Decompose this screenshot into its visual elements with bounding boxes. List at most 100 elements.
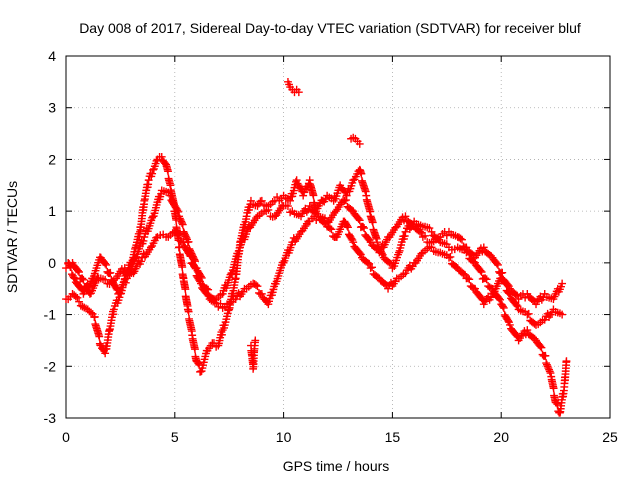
data-point	[95, 332, 104, 341]
data-point	[253, 282, 262, 291]
data-point	[199, 358, 208, 367]
data-point	[359, 222, 367, 231]
x-tick-label: 15	[385, 429, 401, 445]
data-point	[523, 326, 532, 334]
data-point	[200, 355, 209, 364]
data-point	[458, 235, 466, 244]
data-point	[345, 187, 354, 196]
data-point	[512, 301, 521, 309]
data-point	[139, 237, 148, 245]
data-point	[67, 263, 75, 271]
data-point	[78, 274, 87, 283]
data-point	[191, 345, 199, 354]
data-point	[184, 237, 193, 246]
data-point	[401, 212, 410, 221]
data-point	[288, 192, 297, 201]
data-point	[391, 259, 400, 268]
data-point	[121, 278, 130, 287]
data-point	[557, 282, 565, 291]
data-point	[201, 352, 210, 361]
data-point	[265, 297, 273, 306]
data-point	[498, 268, 507, 277]
data-point	[113, 299, 122, 307]
y-tick-label: 0	[48, 255, 56, 271]
data-point	[354, 215, 363, 223]
data-point	[331, 194, 340, 203]
tick-layer: 0 5 10 15 20 25 -3 -2 -1 0 1 2 3 4	[44, 48, 618, 445]
data-point	[221, 318, 230, 327]
data-point	[101, 259, 110, 268]
data-point	[198, 364, 207, 373]
data-point	[223, 312, 231, 321]
data-point	[222, 315, 231, 324]
y-tick-label: -1	[44, 307, 57, 323]
data-point	[294, 88, 303, 97]
x-tick-label: 5	[171, 429, 179, 445]
data-point	[309, 191, 318, 200]
data-point	[164, 167, 172, 176]
data-point	[137, 257, 145, 266]
data-point	[349, 238, 358, 247]
data-point	[357, 169, 366, 178]
data-point	[477, 268, 486, 276]
data-point	[347, 181, 356, 190]
y-tick-label: 2	[48, 151, 56, 167]
data-point	[355, 249, 364, 258]
y-tick-label: 3	[48, 100, 56, 116]
x-tick-label: 0	[62, 429, 70, 445]
data-point	[102, 261, 111, 269]
data-point	[268, 288, 277, 297]
data-point	[368, 263, 376, 272]
data-point	[75, 268, 83, 276]
data-point	[397, 241, 406, 249]
data-point	[344, 223, 352, 232]
data-point	[333, 189, 342, 198]
data-point	[199, 361, 207, 370]
data-point	[342, 196, 350, 204]
data-point	[506, 321, 514, 329]
x-tick-label: 20	[493, 429, 509, 445]
data-point	[513, 302, 522, 311]
data-point	[220, 321, 229, 329]
data-point	[390, 262, 399, 270]
data-point	[536, 342, 545, 351]
data-point	[524, 309, 533, 318]
data-point	[106, 268, 115, 277]
x-tick-label: 25	[602, 429, 618, 445]
data-point	[62, 264, 70, 272]
data-point	[90, 312, 99, 321]
x-tick-label: 10	[276, 429, 292, 445]
data-point	[235, 246, 244, 255]
data-point	[393, 253, 401, 262]
data-point	[546, 369, 555, 377]
series-3	[64, 186, 567, 309]
data-point	[446, 253, 455, 261]
data-point	[178, 220, 187, 229]
data-point	[342, 191, 351, 200]
data-point	[197, 367, 206, 375]
data-point	[558, 279, 567, 288]
data-point	[479, 243, 488, 252]
data-point	[289, 186, 298, 195]
data-point	[174, 207, 183, 216]
data-point	[290, 183, 299, 192]
y-tick-label: 4	[48, 48, 56, 64]
data-point	[417, 228, 426, 237]
data-point	[499, 304, 508, 312]
data-point	[264, 300, 273, 309]
data-point	[392, 256, 401, 265]
data-point	[74, 266, 82, 275]
data-layer	[62, 77, 571, 417]
data-point	[269, 285, 278, 294]
data-point	[184, 307, 193, 316]
data-point	[495, 294, 503, 303]
data-point	[268, 291, 276, 300]
series-1	[62, 152, 571, 417]
data-point	[191, 257, 200, 266]
data-point	[562, 357, 571, 366]
data-point	[140, 233, 149, 241]
series-6	[247, 336, 260, 373]
data-point	[223, 309, 232, 318]
data-point	[396, 244, 405, 252]
data-point	[220, 324, 229, 332]
